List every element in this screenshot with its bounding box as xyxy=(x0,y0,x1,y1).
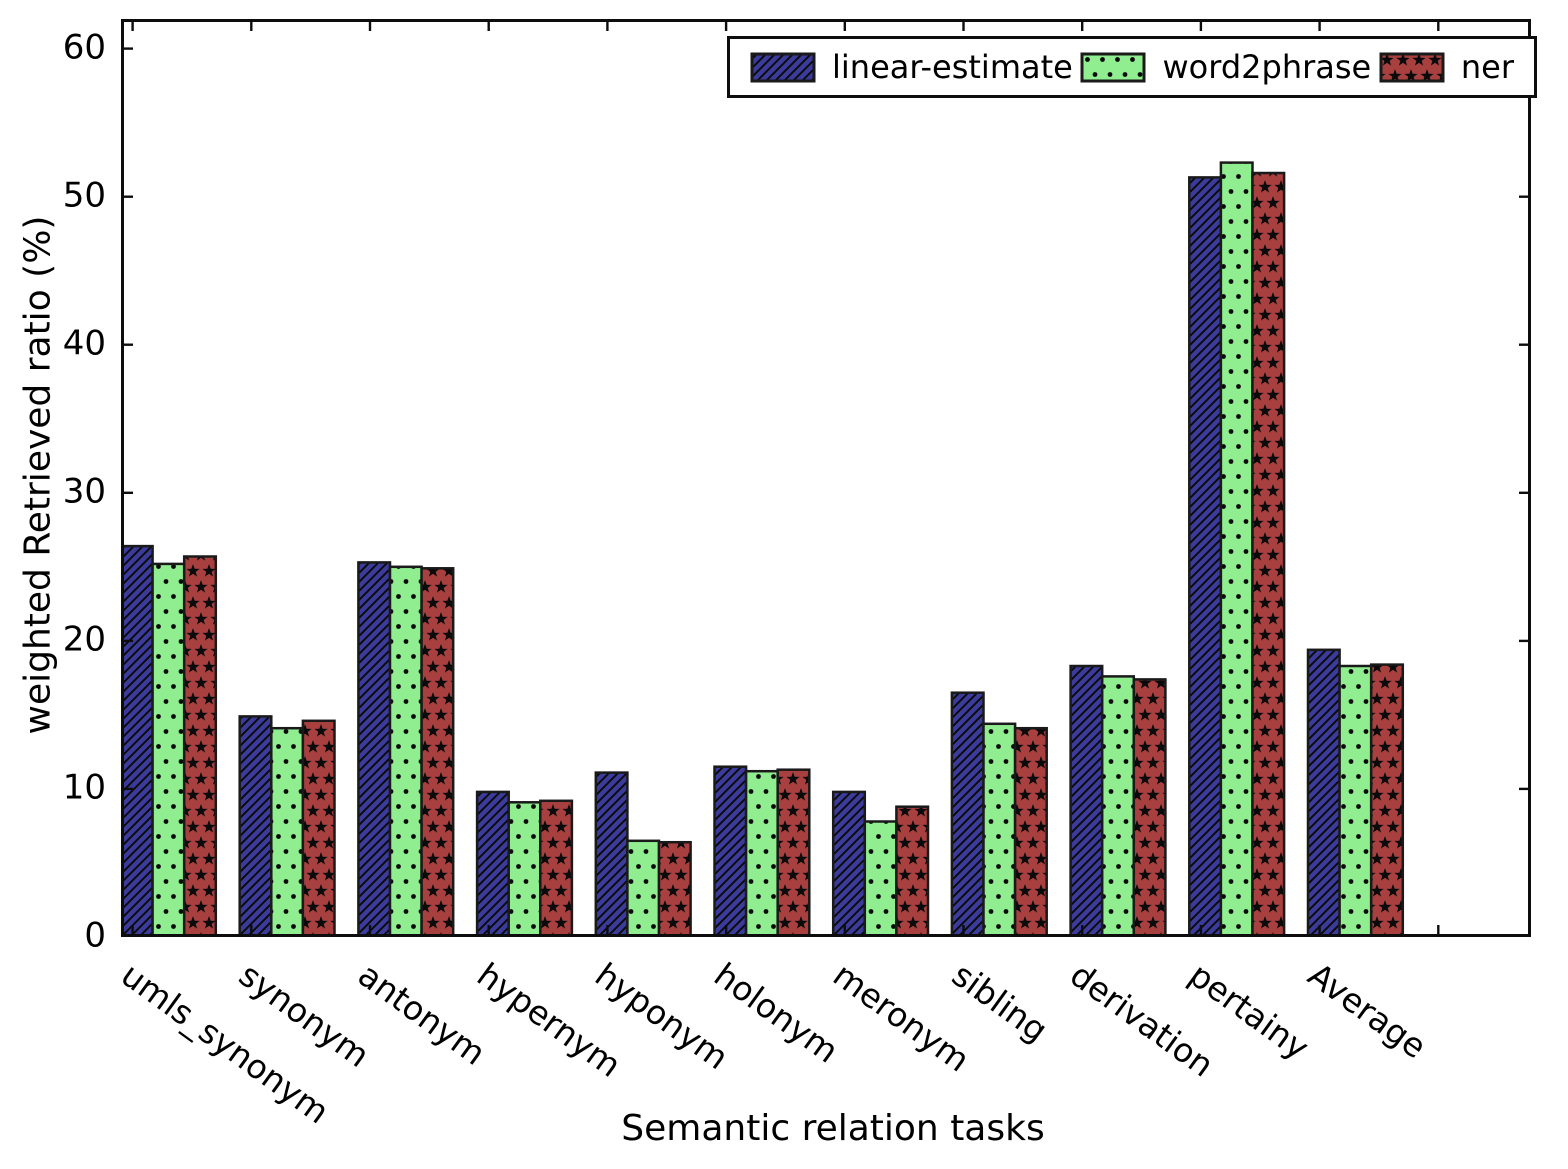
bar-word2phrase-holonym xyxy=(744,769,779,937)
y-tick-label: 10 xyxy=(62,767,106,808)
bar-word2phrase-Average xyxy=(1338,664,1373,937)
y-tick-label: 0 xyxy=(84,915,106,956)
bar-linear-estimate-pertainy xyxy=(1188,176,1223,937)
y-tick-label: 20 xyxy=(62,619,106,660)
bar-ner-Average xyxy=(1369,663,1405,937)
bar-ner-meronym xyxy=(895,805,930,937)
x-tick-label-Average: Average xyxy=(1300,955,1434,1067)
bar-linear-estimate-antonym xyxy=(357,561,392,937)
legend-label-ner: ner xyxy=(1460,48,1514,86)
diagonal-hatch-swatch-icon xyxy=(750,52,816,82)
bar-chart xyxy=(121,19,1531,937)
x-tick-label-umls_synonym: umls_synonym xyxy=(113,955,336,1132)
plot-area xyxy=(121,19,1531,937)
dots-swatch-icon xyxy=(1080,52,1146,82)
legend: linear-estimate word2phrase ner xyxy=(727,36,1537,98)
bar-word2phrase-sibling xyxy=(982,722,1017,937)
bar-word2phrase-pertainy xyxy=(1219,161,1254,937)
bar-ner-hypernym xyxy=(539,799,574,937)
bar-word2phrase-hypernym xyxy=(507,801,542,937)
bar-ner-sibling xyxy=(1013,726,1048,937)
bar-word2phrase-meronym xyxy=(863,820,898,937)
bar-linear-estimate-sibling xyxy=(950,691,985,937)
bar-linear-estimate-holonym xyxy=(713,765,748,937)
bar-ner-antonym xyxy=(420,567,455,937)
bar-ner-derivation xyxy=(1132,678,1167,937)
legend-item-linear-estimate: linear-estimate xyxy=(750,51,1073,83)
x-axis-label: Semantic relation tasks xyxy=(621,1108,1045,1149)
bar-ner-holonym xyxy=(776,768,811,937)
y-tick-label: 50 xyxy=(62,175,106,216)
bar-word2phrase-antonym xyxy=(388,565,423,937)
y-tick-label: 40 xyxy=(62,323,106,364)
bar-word2phrase-derivation xyxy=(1100,675,1136,937)
bar-linear-estimate-hyponym xyxy=(594,771,629,937)
bar-word2phrase-umls_synonym xyxy=(151,562,186,937)
y-tick-label: 60 xyxy=(62,27,106,68)
x-tick-label-antonym: antonym xyxy=(351,955,493,1073)
bar-ner-synonym xyxy=(301,719,336,937)
y-tick-label: 30 xyxy=(62,471,106,512)
legend-item-ner: ner xyxy=(1379,51,1514,83)
bar-ner-umls_synonym xyxy=(182,555,218,937)
bar-linear-estimate-synonym xyxy=(238,715,273,937)
bar-word2phrase-hyponym xyxy=(626,839,661,937)
bar-linear-estimate-umls_synonym xyxy=(121,544,154,937)
legend-label-word2phrase: word2phrase xyxy=(1162,48,1372,86)
bar-ner-hyponym xyxy=(657,840,692,937)
bar-word2phrase-synonym xyxy=(270,726,305,937)
bar-linear-estimate-meronym xyxy=(831,790,867,937)
legend-item-word2phrase: word2phrase xyxy=(1080,51,1371,83)
bar-linear-estimate-hypernym xyxy=(475,790,510,937)
stars-swatch-icon xyxy=(1379,52,1445,82)
bar-linear-estimate-Average xyxy=(1306,648,1341,937)
bar-linear-estimate-derivation xyxy=(1069,664,1104,937)
legend-label-linear-estimate: linear-estimate xyxy=(832,48,1073,86)
bar-ner-pertainy xyxy=(1251,171,1286,937)
